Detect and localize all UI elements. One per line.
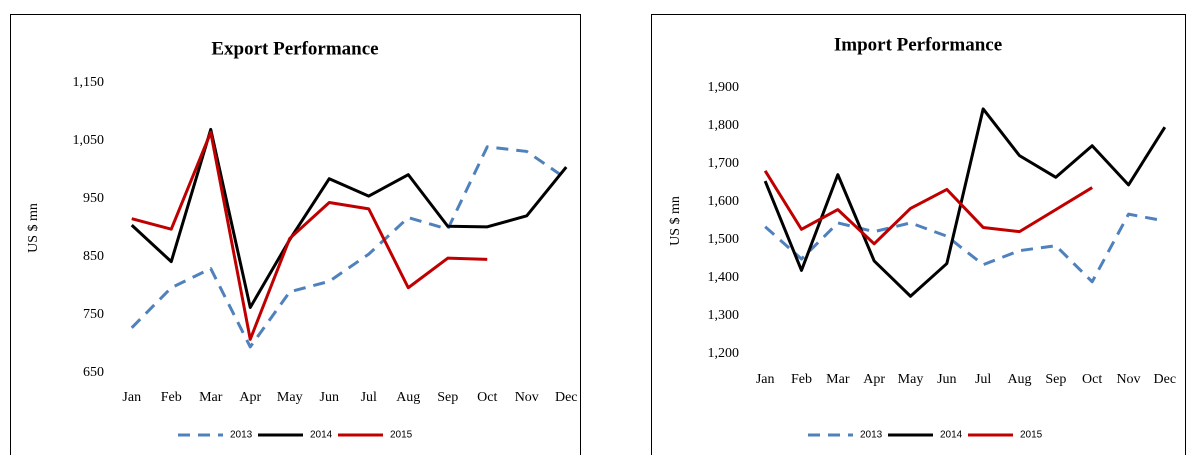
y-tick-label: 1,150 (73, 75, 105, 90)
x-tick-label: May (277, 390, 303, 405)
x-tick-label: Aug (1007, 372, 1031, 387)
y-tick-label: 1,600 (708, 194, 740, 209)
x-tick-label: Feb (791, 372, 812, 387)
x-tick-label: Oct (1082, 372, 1102, 387)
x-tick-label: Jun (937, 372, 956, 387)
y-axis-label: US $ mn (26, 203, 41, 253)
x-tick-label: Dec (555, 390, 578, 405)
x-tick-label: Feb (161, 390, 182, 405)
x-tick-label: Mar (826, 372, 850, 387)
y-tick-label: 650 (83, 365, 104, 380)
y-tick-label: 1,800 (708, 118, 740, 133)
series-line (763, 170, 1093, 246)
x-tick-label: Jan (756, 372, 775, 387)
x-tick-label: Dec (1154, 372, 1177, 387)
x-tick-label: Apr (239, 390, 261, 405)
x-tick-label: Nov (1116, 372, 1140, 387)
x-tick-label: Sep (437, 390, 458, 405)
legend-label: 2013 (860, 430, 883, 441)
chart-title: Import Performance (834, 34, 1002, 55)
y-tick-label: 1,300 (708, 308, 740, 323)
y-tick-label: 750 (83, 307, 104, 322)
x-tick-label: Sep (1045, 372, 1066, 387)
x-tick-label: Apr (863, 372, 885, 387)
y-tick-label: 1,200 (708, 346, 740, 361)
y-tick-label: 1,050 (73, 133, 105, 148)
y-tick-label: 1,900 (708, 80, 740, 95)
y-tick-label: 1,400 (708, 270, 740, 285)
series-line (763, 107, 1167, 298)
series-line (764, 212, 1166, 284)
y-tick-label: 950 (83, 191, 104, 206)
x-tick-label: Oct (477, 390, 497, 405)
x-tick-label: Aug (396, 390, 420, 405)
legend-label: 2013 (230, 430, 253, 441)
chart-title: Export Performance (211, 38, 378, 59)
legend-label: 2014 (940, 430, 963, 441)
series-line (130, 145, 568, 349)
x-tick-label: May (898, 372, 924, 387)
x-tick-label: Mar (199, 390, 223, 405)
x-tick-label: Jul (361, 390, 377, 405)
x-tick-label: Jun (320, 390, 339, 405)
y-tick-label: 1,500 (708, 232, 740, 247)
y-axis-label: US $ mn (668, 196, 683, 246)
x-tick-label: Jul (975, 372, 991, 387)
legend-label: 2015 (390, 430, 413, 441)
y-tick-label: 1,700 (708, 156, 740, 171)
y-tick-label: 850 (83, 249, 104, 264)
x-tick-label: Nov (515, 390, 539, 405)
x-tick-label: Jan (122, 390, 141, 405)
series-line (131, 130, 488, 341)
legend-label: 2014 (310, 430, 333, 441)
panel (651, 14, 1186, 455)
legend-label: 2015 (1020, 430, 1043, 441)
